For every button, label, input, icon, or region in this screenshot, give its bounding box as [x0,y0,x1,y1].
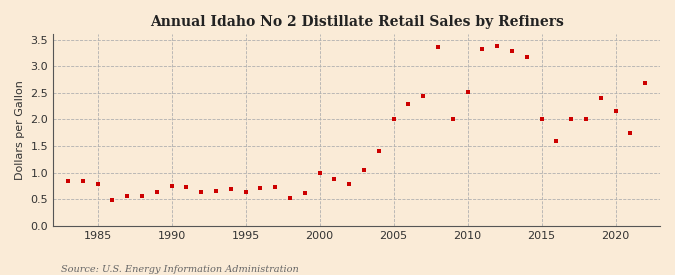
Point [166,184,177,188]
Point [107,198,117,202]
Point [448,117,458,122]
Point [92,182,103,186]
Point [640,81,651,85]
Point [536,117,547,121]
Point [78,179,88,183]
Point [388,117,399,122]
Point [270,185,281,189]
Point [625,131,636,136]
Point [566,117,576,121]
Point [314,170,325,175]
Point [580,117,591,122]
Point [358,168,369,172]
Point [151,190,162,195]
Point [418,94,429,98]
Point [403,101,414,106]
Point [610,109,621,114]
Point [63,179,74,183]
Point [329,177,340,181]
Point [122,194,132,198]
Point [462,90,473,94]
Text: Source: U.S. Energy Information Administration: Source: U.S. Energy Information Administ… [61,265,298,274]
Point [285,196,296,200]
Point [300,191,310,196]
Point [136,194,147,198]
Point [225,186,236,191]
Point [255,185,266,190]
Point [344,182,354,186]
Point [433,44,443,49]
Point [521,54,532,59]
Point [373,149,384,154]
Point [181,185,192,189]
Point [595,95,606,100]
Point [551,139,562,144]
Point [211,189,221,194]
Title: Annual Idaho No 2 Distillate Retail Sales by Refiners: Annual Idaho No 2 Distillate Retail Sale… [150,15,564,29]
Y-axis label: Dollars per Gallon: Dollars per Gallon [15,80,25,180]
Point [196,190,207,194]
Point [492,44,503,48]
Point [240,190,251,195]
Point [507,49,518,54]
Point [477,46,488,51]
